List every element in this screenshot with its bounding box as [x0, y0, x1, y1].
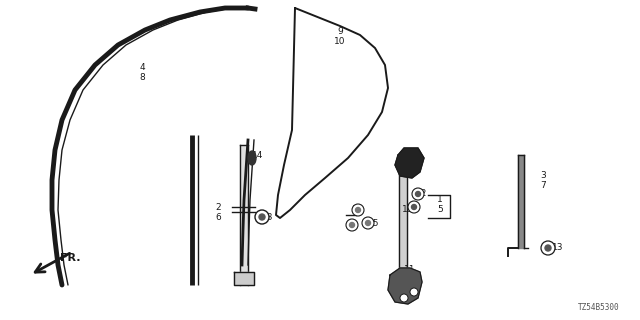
- Polygon shape: [234, 272, 254, 285]
- Circle shape: [412, 204, 417, 210]
- Ellipse shape: [248, 151, 256, 165]
- Polygon shape: [399, 155, 407, 295]
- Text: 13: 13: [262, 212, 274, 221]
- Text: 7: 7: [540, 180, 546, 189]
- Circle shape: [412, 188, 424, 200]
- Text: 12: 12: [416, 189, 428, 198]
- Circle shape: [541, 241, 555, 255]
- Text: 14: 14: [252, 150, 264, 159]
- Text: 13: 13: [552, 244, 564, 252]
- Text: 15: 15: [352, 205, 364, 214]
- Circle shape: [400, 294, 408, 302]
- Text: 3: 3: [540, 171, 546, 180]
- Polygon shape: [388, 268, 422, 304]
- Text: 11: 11: [404, 266, 416, 275]
- Text: 10: 10: [334, 37, 346, 46]
- Circle shape: [259, 214, 265, 220]
- Circle shape: [352, 204, 364, 216]
- Circle shape: [255, 210, 269, 224]
- Circle shape: [410, 288, 418, 296]
- Polygon shape: [518, 155, 524, 248]
- Text: 5: 5: [437, 205, 443, 214]
- Circle shape: [346, 219, 358, 231]
- Text: 4: 4: [139, 63, 145, 73]
- Polygon shape: [240, 145, 248, 285]
- Text: TZ54B5300: TZ54B5300: [579, 303, 620, 312]
- Circle shape: [545, 245, 551, 251]
- Text: 11: 11: [403, 205, 413, 214]
- Text: 8: 8: [139, 74, 145, 83]
- Text: 2: 2: [215, 203, 221, 212]
- Circle shape: [362, 217, 374, 229]
- Polygon shape: [395, 148, 424, 178]
- Circle shape: [415, 191, 420, 196]
- Circle shape: [365, 220, 371, 226]
- Text: 1: 1: [437, 196, 443, 204]
- Circle shape: [349, 222, 355, 228]
- Text: 6: 6: [215, 212, 221, 221]
- Text: 9: 9: [337, 28, 343, 36]
- Circle shape: [408, 201, 420, 213]
- Text: FR.: FR.: [60, 253, 81, 263]
- Circle shape: [355, 207, 360, 212]
- Text: 15: 15: [368, 220, 380, 228]
